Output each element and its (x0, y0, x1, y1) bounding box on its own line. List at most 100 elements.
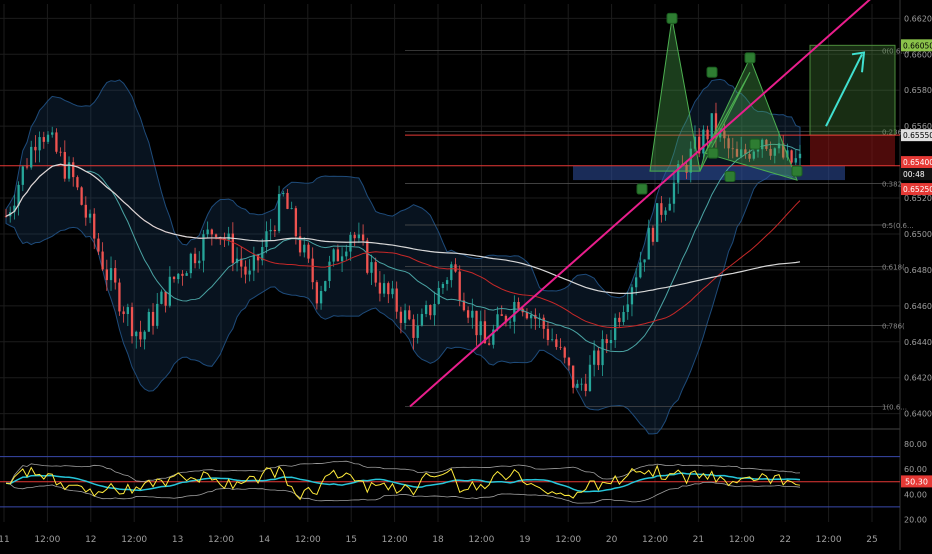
candle-body (244, 266, 247, 275)
rsi-tick-label: 40.00 (904, 490, 927, 499)
candle-body (584, 383, 587, 391)
candle-body (769, 148, 772, 156)
candle-body (744, 149, 747, 155)
candle-body (72, 162, 75, 178)
candle-body (592, 350, 596, 365)
candle-body (223, 237, 226, 241)
fibonacci-levels: 0(0.6...) 0.236 0.382 0.5(0.6... 0.618(0.786… (405, 48, 914, 411)
target-arrow-head (851, 51, 866, 73)
candle-body (416, 325, 419, 338)
pattern-triangle-3 (704, 56, 798, 181)
candle-body (189, 253, 193, 274)
candle-body (571, 365, 575, 388)
candle-body (500, 314, 503, 316)
candle-body (601, 339, 604, 366)
candle-body (635, 277, 638, 288)
pattern-triangle-2 (649, 18, 701, 172)
rsi-band-lower (5, 481, 801, 504)
rsi-badge-label: 50.30 (905, 477, 928, 486)
candle-body (202, 234, 205, 261)
candle-body (42, 137, 45, 142)
candle-body (798, 153, 802, 159)
time-tick-label: 12:00 (468, 535, 494, 545)
candle-body (399, 311, 403, 323)
candle-body (290, 208, 293, 209)
candle-body (332, 249, 335, 262)
stop-box (810, 135, 895, 166)
time-tick-label: 21 (693, 535, 704, 545)
candle-body (286, 192, 289, 209)
candle-body (256, 254, 260, 261)
time-tick-label: 12:00 (729, 535, 755, 545)
candle-body (794, 158, 797, 163)
candle-body (143, 331, 146, 340)
candle-body (34, 146, 37, 151)
candle-body (122, 311, 125, 315)
candle-body (723, 130, 726, 139)
harmonic-pattern (636, 12, 866, 195)
rsi-tick-label: 80.00 (904, 440, 927, 449)
candle-body (160, 291, 163, 304)
candle-body (702, 129, 705, 154)
time-tick-label: 12:00 (555, 535, 581, 545)
candle-body (105, 269, 108, 281)
candle-body (118, 282, 121, 312)
fib-label: 0.5(0.6... (882, 222, 914, 230)
candle-body (93, 213, 96, 239)
candle-body (773, 148, 776, 156)
candle-body (429, 304, 432, 316)
candle-body (324, 281, 327, 291)
candle-body (576, 383, 579, 388)
candle-body (76, 177, 79, 188)
candle-body (555, 339, 558, 347)
time-tick-label: 12:00 (208, 535, 234, 545)
candle-body (651, 227, 655, 242)
candle-body (656, 203, 659, 242)
time-axis[interactable]: 11 12:00 12 12:00 13 12:00 14 12:00 15 12:00 18 12:… (0, 535, 878, 545)
candle-body (542, 317, 545, 329)
candle-body (315, 282, 319, 304)
candle-body (660, 203, 663, 215)
candle-body (294, 208, 298, 237)
time-tick-label: 12:00 (642, 535, 668, 545)
candle-body (25, 166, 29, 168)
candle-body (382, 283, 386, 294)
candle-body (164, 291, 167, 306)
candle-body (51, 132, 54, 135)
pattern-point-marker (744, 52, 756, 64)
pattern-point-marker (706, 66, 718, 78)
candle-body (38, 137, 41, 151)
candle-body (580, 383, 583, 385)
candle-body (706, 129, 709, 140)
candle-body (130, 307, 134, 337)
candle-body (752, 151, 755, 159)
price-badge-label: 0.65250 (903, 185, 932, 194)
candle-body (378, 282, 382, 294)
price-badge (901, 39, 932, 52)
candle-body (277, 194, 281, 232)
rsi-ma-line (5, 472, 801, 493)
candle-body (559, 346, 562, 348)
price-badge (901, 156, 932, 169)
candle-body (445, 280, 449, 284)
candle-body (84, 204, 87, 218)
fib-label: 0(0.6...) (882, 48, 910, 56)
candle-body (353, 234, 356, 239)
candle-body (609, 340, 613, 344)
price-badge (901, 183, 932, 196)
candle-body (59, 151, 62, 153)
fib-label: 0.786( (882, 323, 905, 331)
time-tick-label: 18 (432, 535, 444, 545)
candle-body (349, 234, 352, 252)
price-badge-label: 0.65550 (903, 131, 932, 140)
candle-body (740, 149, 743, 157)
trendline[interactable] (409, 0, 871, 408)
trendline-line (409, 0, 871, 408)
candle-body (252, 254, 256, 271)
fib-label: 0.382 (882, 181, 902, 189)
candle-body (151, 311, 155, 326)
